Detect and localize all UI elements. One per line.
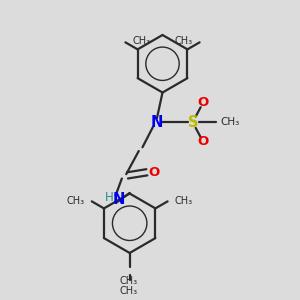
Text: H: H xyxy=(105,191,114,204)
Text: CH₃: CH₃ xyxy=(175,36,193,46)
Text: CH₃: CH₃ xyxy=(119,276,137,286)
Text: N: N xyxy=(112,192,125,207)
Text: O: O xyxy=(197,96,208,110)
Text: CH₃: CH₃ xyxy=(175,196,193,206)
Text: S: S xyxy=(188,115,198,130)
Text: N: N xyxy=(151,115,163,130)
Text: O: O xyxy=(148,166,159,179)
Text: O: O xyxy=(197,135,208,148)
Text: CH₃: CH₃ xyxy=(119,286,137,296)
Text: CH₃: CH₃ xyxy=(132,36,150,46)
Text: CH₃: CH₃ xyxy=(67,196,85,206)
Text: CH₃: CH₃ xyxy=(220,117,239,127)
